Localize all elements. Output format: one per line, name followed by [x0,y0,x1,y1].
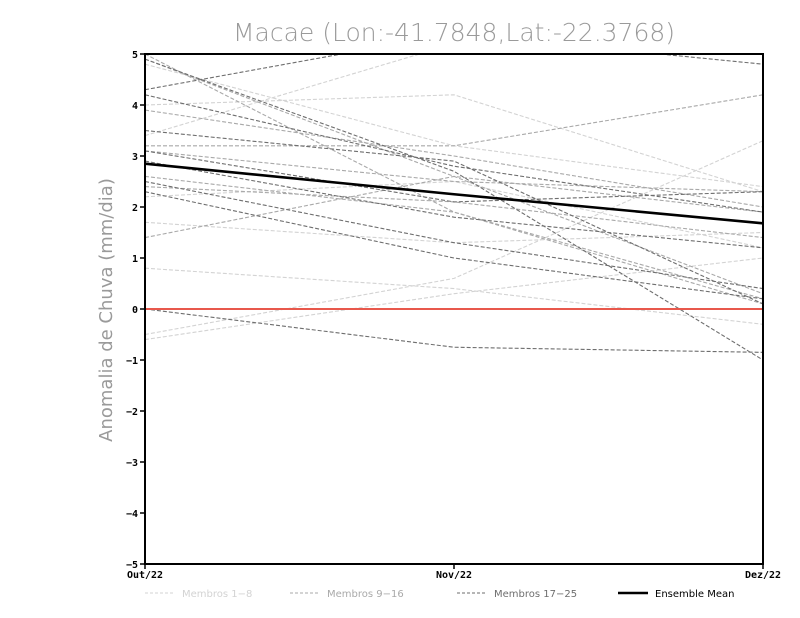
x-tick-label: Dez/22 [745,570,781,581]
y-tick-label: 5 [132,50,138,61]
series-line-m15 [145,175,763,239]
series-line-m03 [145,267,763,325]
series-line-m20 [145,180,763,290]
series-line-m17 [145,54,763,91]
legend-label: Membros 17−25 [494,589,577,600]
series-line-m16 [145,54,763,300]
y-tick-label: 3 [132,152,138,163]
series-line-m19 [145,160,763,249]
y-tick-label: −1 [126,356,138,367]
series-line-m23 [145,191,763,300]
series-layer [145,54,763,361]
series-line-m10 [145,109,763,208]
series-line-m01 [145,94,763,193]
mean-layer [145,162,763,225]
y-axis-label: Anomalia de Chuva (mm/dia) [96,178,117,442]
legend-label: Membros 1−8 [182,589,252,600]
series-line-m25 [145,129,763,305]
series-line-m24 [145,58,763,361]
series-line-m04 [145,140,763,336]
legend-label: Ensemble Mean [655,589,734,600]
series-line-m05 [145,257,763,341]
series-line-m14 [145,150,763,193]
y-tick-label: −3 [126,458,138,469]
series-line-m02 [145,221,763,244]
legend: Membros 1−8 Membros 9−16 Membros 17−25 Ense… [145,589,734,600]
legend-label: Membros 9−16 [327,589,404,600]
series-line-m22 [145,150,763,203]
x-tick-label: Nov/22 [436,570,472,581]
series-line-m13 [145,94,763,147]
series-line-m06 [145,63,763,188]
ensemble-mean-line [145,162,763,225]
y-tick-label: 4 [132,101,138,112]
x-tick-label: Out/22 [127,570,163,581]
series-line-m18 [145,94,763,213]
chart-title: Macae (Lon:-41.7848,Lat:-22.3768) [233,18,675,47]
y-tick-label: 0 [132,305,138,316]
y-tick-label: 1 [132,254,138,265]
y-tick-label: 2 [132,203,138,214]
y-tick-label: −2 [126,407,138,418]
y-tick-label: −5 [126,560,138,571]
y-axis: −5 −4 −3 −2 −1 0 1 2 3 4 5 [126,50,145,571]
x-axis: Out/22 Nov/22 Dez/22 [127,564,781,581]
y-tick-label: −4 [126,509,138,520]
series-line-m21 [145,308,763,353]
